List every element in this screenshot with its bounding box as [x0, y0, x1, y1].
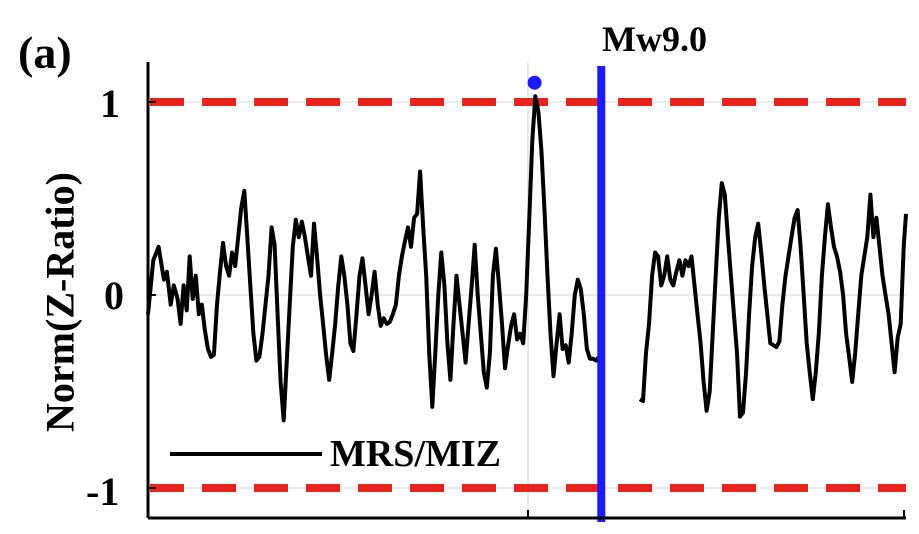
event-label: Mw9.0 [602, 19, 707, 59]
y-tick-label-0: 0 [104, 273, 124, 318]
y-tick-label-1: 1 [100, 81, 120, 126]
y-tick-label-neg1: -1 [86, 469, 120, 514]
legend-label: MRS/MIZ [330, 433, 501, 475]
threshold-lines [150, 98, 906, 492]
panel-label: (a) [18, 27, 72, 78]
y-axis-label: Norm(Z-Ratio) [37, 172, 83, 432]
axes [146, 62, 906, 520]
series-line-segment [146, 94, 601, 423]
peak-marker [527, 75, 542, 90]
series-line-segment [638, 181, 908, 419]
data-series [146, 94, 908, 423]
